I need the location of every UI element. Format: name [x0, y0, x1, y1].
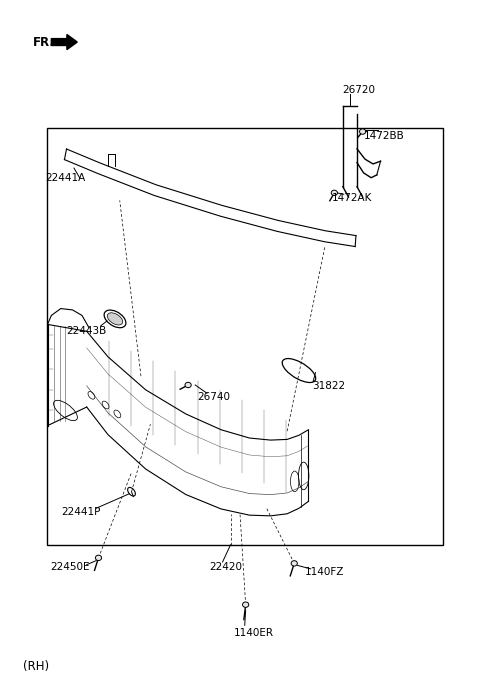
Ellipse shape — [360, 129, 366, 135]
Ellipse shape — [185, 383, 191, 388]
Text: 22420: 22420 — [209, 562, 242, 572]
Text: 1140ER: 1140ER — [233, 628, 274, 638]
Text: 22450E: 22450E — [50, 562, 89, 572]
Ellipse shape — [331, 190, 337, 196]
Text: 1472BB: 1472BB — [363, 132, 404, 141]
Text: (RH): (RH) — [23, 660, 49, 673]
Ellipse shape — [291, 560, 297, 566]
Text: 22441A: 22441A — [46, 173, 86, 183]
Ellipse shape — [108, 313, 123, 325]
Text: 22441P: 22441P — [62, 507, 101, 516]
Bar — [47, 128, 443, 545]
Ellipse shape — [242, 602, 249, 607]
Ellipse shape — [96, 556, 102, 560]
Text: 26740: 26740 — [198, 392, 230, 401]
FancyArrow shape — [51, 34, 77, 49]
Text: 22443B: 22443B — [66, 326, 107, 336]
Text: 1472AK: 1472AK — [332, 193, 372, 204]
Text: 1140FZ: 1140FZ — [305, 567, 344, 577]
Text: 26720: 26720 — [342, 85, 375, 95]
Text: 31822: 31822 — [312, 381, 345, 392]
Text: FR.: FR. — [33, 36, 54, 49]
